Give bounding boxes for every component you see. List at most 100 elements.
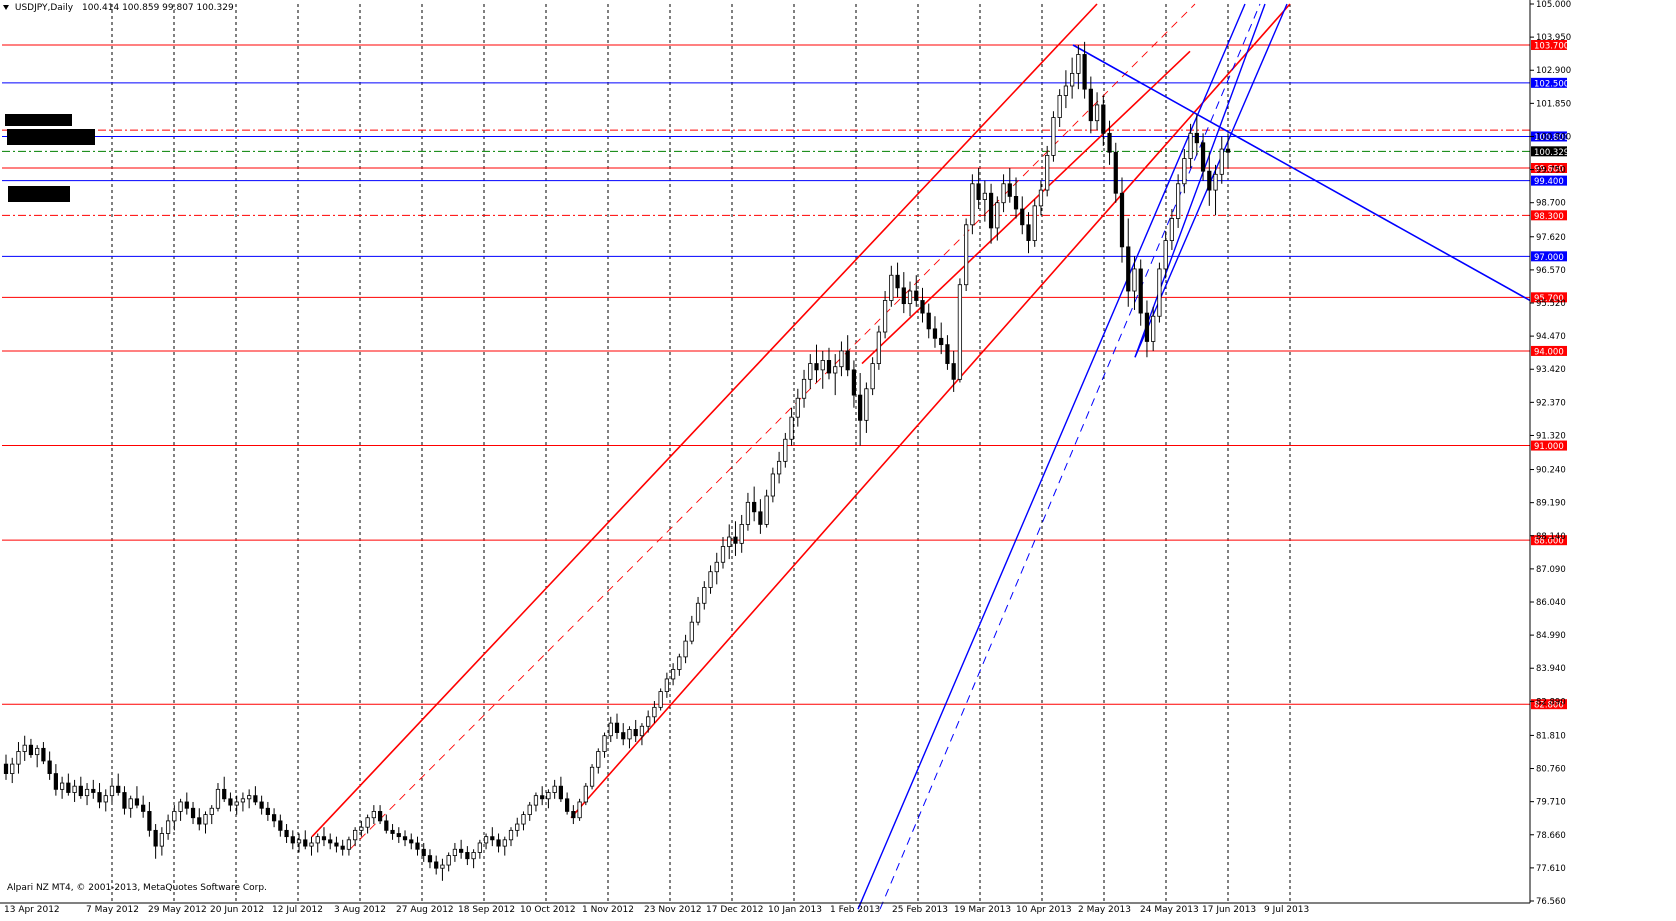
candle-body — [84, 788, 90, 797]
level-badge — [1531, 440, 1567, 451]
level-badge — [1531, 251, 1567, 262]
candle-body — [814, 363, 819, 371]
y-tick-label: 89.190 — [1536, 499, 1566, 509]
candle-body — [608, 722, 613, 737]
candle-body — [1144, 312, 1150, 342]
y-tick-label: 93.420 — [1536, 365, 1566, 375]
x-tick-label: 19 Mar 2013 — [954, 905, 1011, 915]
candle-body — [1207, 170, 1212, 191]
candle-body — [889, 274, 894, 301]
candle-body — [141, 804, 146, 812]
y-tick-label: 102.900 — [1536, 66, 1571, 76]
candle-body — [10, 763, 15, 774]
candle-body — [826, 360, 832, 374]
candle-body — [22, 744, 27, 752]
candle-body — [1163, 240, 1168, 270]
candle-body — [66, 782, 71, 793]
candle-body — [770, 473, 775, 497]
candle-body — [340, 845, 345, 850]
candle-body — [533, 795, 539, 806]
candle-body — [384, 820, 389, 831]
candle-body — [122, 792, 127, 809]
candle-body — [783, 438, 788, 462]
x-tick-label: 17 Dec 2012 — [706, 905, 764, 915]
candle-body — [646, 716, 651, 727]
candle-body — [483, 836, 489, 844]
candle-body — [97, 792, 102, 803]
candle-body — [870, 363, 875, 390]
y-tick-label: 100.800 — [1536, 132, 1571, 142]
x-tick-label: 27 Aug 2012 — [396, 905, 454, 915]
candle-body — [303, 839, 308, 847]
x-tick-label: 24 May 2013 — [1140, 905, 1199, 915]
candle-body — [1045, 154, 1050, 191]
candle-body — [907, 290, 913, 305]
candle-body — [309, 842, 314, 847]
candle-body — [1082, 54, 1087, 90]
candle-body — [527, 804, 532, 815]
y-tick-label: 94.470 — [1536, 332, 1566, 342]
level-badge — [1531, 175, 1567, 186]
candle-body — [521, 814, 526, 825]
candle-body — [1107, 132, 1112, 153]
candle-body — [1038, 189, 1044, 207]
candle-body — [184, 801, 189, 809]
candle-body — [153, 829, 158, 847]
y-tick-label: 88.140 — [1536, 532, 1566, 542]
candle-body — [427, 855, 433, 863]
current-price-badge — [1531, 146, 1567, 157]
candle-body — [377, 811, 383, 822]
candle-body — [346, 839, 352, 850]
candle-body — [745, 501, 751, 525]
red-channel-line — [570, 3, 1291, 819]
level-badge-label: 103.700 — [1534, 42, 1569, 52]
candle-body — [801, 378, 807, 399]
candle-body — [733, 536, 738, 544]
level-badge — [1531, 40, 1567, 51]
candle-body — [321, 836, 327, 841]
candle-body — [546, 792, 551, 800]
candle-body — [876, 331, 881, 364]
candle-body — [228, 798, 233, 806]
candle-body — [59, 782, 65, 790]
candle-body — [284, 829, 289, 838]
candle-body — [334, 842, 339, 847]
candle-body — [421, 848, 426, 856]
candle-body — [614, 722, 620, 733]
candle-body — [353, 829, 358, 841]
candle-body — [1020, 208, 1025, 226]
candle-body — [365, 817, 370, 828]
dropdown-triangle-icon[interactable] — [3, 5, 9, 10]
y-tick-label: 95.520 — [1536, 299, 1566, 309]
redacted-block-1 — [5, 114, 72, 126]
candle-body — [41, 747, 46, 762]
candle-body — [91, 788, 96, 793]
candle-body — [652, 706, 657, 718]
y-tick-label: 92.370 — [1536, 398, 1566, 408]
candle-body — [1088, 88, 1093, 122]
candle-body — [540, 795, 545, 800]
x-tick-label: 3 Aug 2012 — [334, 905, 386, 915]
candle-body — [571, 811, 576, 819]
candle-body — [602, 735, 607, 752]
chart-header: USDJPY,Daily 100.414 100.859 99.807 100.… — [3, 3, 234, 13]
candle-body — [116, 785, 121, 793]
candle-body — [845, 350, 850, 371]
candle-body — [558, 785, 564, 800]
candle-body — [28, 744, 34, 756]
candle-body — [1200, 142, 1206, 172]
candle-body — [776, 460, 782, 475]
x-tick-label: 18 Sep 2012 — [458, 905, 515, 915]
candle-body — [434, 861, 439, 869]
candle-body — [477, 842, 482, 853]
candle-body — [502, 839, 507, 847]
candle-body — [253, 795, 258, 803]
level-badge — [1531, 345, 1567, 356]
candle-body — [172, 811, 177, 822]
candle-body — [583, 785, 588, 803]
candle-body — [496, 839, 501, 847]
candle-body — [1176, 183, 1181, 219]
